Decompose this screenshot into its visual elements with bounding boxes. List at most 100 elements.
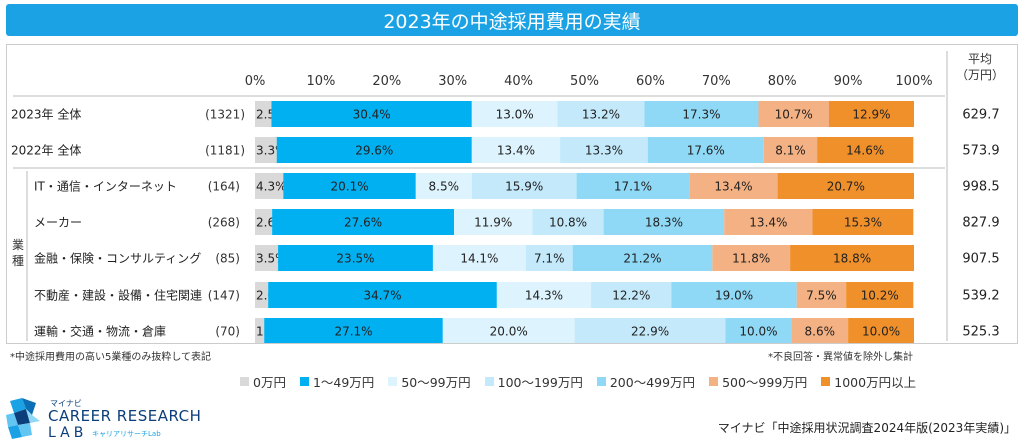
bar-segment <box>264 318 443 344</box>
row-label: 金融・保険・コンサルティング <box>34 251 201 266</box>
data-label: 13.4% <box>497 144 535 158</box>
data-label: 12.2% <box>612 289 650 303</box>
data-label: 10.7% <box>775 108 813 122</box>
data-label: 30.4% <box>353 108 391 122</box>
data-label: 12.9% <box>852 108 890 122</box>
chart-frame: 0% 10% 20% 30% 40% 50% 60% 70% 80% 90% 100% 平均 （万円） 業… <box>6 44 1018 344</box>
legend-label: 1000万円以上 <box>834 374 917 390</box>
bar-segment <box>432 245 526 271</box>
x-tick-label: 70% <box>702 74 731 89</box>
bar-segment <box>689 173 778 199</box>
x-tick-label: 10% <box>306 74 335 89</box>
row-label: 2023年 全体 <box>11 107 81 122</box>
bar-segment <box>790 245 914 271</box>
row-sample-size: (164) <box>208 180 240 194</box>
legend-label: 500～999万円 <box>722 374 808 390</box>
bar-segment <box>278 245 433 271</box>
legend-swatch <box>484 376 494 386</box>
bar-segment <box>471 173 577 199</box>
row-sample-size: (147) <box>208 289 240 303</box>
row-label: 運輸・交通・物流・倉庫 <box>34 324 166 339</box>
row-average: 525.3 <box>962 325 999 340</box>
data-label: 20.7% <box>827 180 865 194</box>
row-average: 629.7 <box>962 108 999 123</box>
legend-label: 100～199万円 <box>497 374 583 390</box>
x-tick-label: 100% <box>895 74 932 89</box>
data-label: 11.9% <box>474 216 512 230</box>
data-label: 13.3% <box>585 144 623 158</box>
bar-segment <box>591 282 672 308</box>
bar-segment <box>725 318 792 344</box>
row-label: 不動産・建設・設備・住宅関連 <box>34 288 202 303</box>
data-label: 23.5% <box>336 252 374 266</box>
legend-item: 200～499万円 <box>596 372 696 391</box>
bar-segment <box>817 137 914 163</box>
avg-header-unit: （万円） <box>956 68 1004 82</box>
legend-label: 50～99万円 <box>401 374 471 390</box>
footnote-exclusions: *不良回答・異常値を除外し集計 <box>768 352 913 363</box>
bar-segment <box>532 209 604 235</box>
legend-item: 1～49万円 <box>299 372 375 391</box>
bar-segment <box>454 209 533 235</box>
x-tick-label: 80% <box>768 74 797 89</box>
bar-segment <box>255 282 269 308</box>
data-label: 21.2% <box>623 252 661 266</box>
legend-item: 0万円 <box>240 372 286 391</box>
logo-brand-text: マイナビ <box>50 399 82 408</box>
data-label: 13.4% <box>714 180 752 194</box>
data-label: 17.1% <box>614 180 652 194</box>
data-label: 15.3% <box>844 216 882 230</box>
bar-segment <box>763 137 818 163</box>
data-label: 14.3% <box>525 289 563 303</box>
data-label: 10.2% <box>861 289 899 303</box>
bar-segment <box>283 173 416 199</box>
data-label: 29.6% <box>355 144 393 158</box>
bar-segment <box>848 318 914 344</box>
bar-segment <box>255 137 277 163</box>
bar-segment <box>574 318 726 344</box>
bar-segment <box>758 101 829 127</box>
data-label: 14.1% <box>460 252 498 266</box>
source-citation: マイナビ「中途採用状況調査2024年版(2023年実績)」 <box>717 421 1017 435</box>
lab-logo-icon <box>6 398 40 439</box>
row-sample-size: (1181) <box>205 144 245 158</box>
bar-segment <box>560 137 648 163</box>
row-average: 827.9 <box>962 216 999 231</box>
bar-segment <box>442 318 575 344</box>
x-tick-label: 0% <box>245 74 266 89</box>
x-tick-label: 40% <box>504 74 533 89</box>
bar-segment <box>796 282 847 308</box>
x-tick-label: 90% <box>834 74 863 89</box>
row-sample-size: (268) <box>208 216 240 230</box>
legend-label: 1～49万円 <box>312 374 375 390</box>
row-label: 2022年 全体 <box>11 143 81 158</box>
x-tick-label: 60% <box>636 74 665 89</box>
footnote-industries: *中途採用費用の高い5業種のみ抜粋して表記 <box>10 352 212 363</box>
data-label: 8.5% <box>429 180 460 194</box>
bar-segment <box>255 209 273 235</box>
row-average: 539.2 <box>962 289 999 304</box>
data-label: 19.0% <box>715 289 753 303</box>
data-label: 27.6% <box>344 216 382 230</box>
data-label: 17.6% <box>687 144 725 158</box>
legend-item: 500～999万円 <box>709 372 807 391</box>
legend-swatch <box>240 376 249 386</box>
data-label: 11.8% <box>732 252 770 266</box>
legend-label: 200～499万円 <box>609 374 696 390</box>
bar-segment <box>276 137 472 163</box>
bar-segment <box>724 209 813 235</box>
legend-swatch <box>709 376 719 386</box>
bar-segment <box>255 173 284 199</box>
bar-segment <box>647 137 764 163</box>
bar-segment <box>644 101 759 127</box>
bar-segment <box>525 245 573 271</box>
legend-swatch <box>821 376 831 386</box>
logo-subtitle-text: キャリアリサーチLab <box>92 430 161 438</box>
chart-title-bar: 2023年の中途採用費用の実績 <box>6 4 1018 36</box>
group-label-char: 種 <box>12 254 24 268</box>
bar-segment <box>712 245 791 271</box>
bar-segment <box>671 282 797 308</box>
legend-item: 50～99万円 <box>388 372 471 391</box>
bar-segment <box>271 101 472 127</box>
logo-lab-text: LAB <box>48 425 88 441</box>
